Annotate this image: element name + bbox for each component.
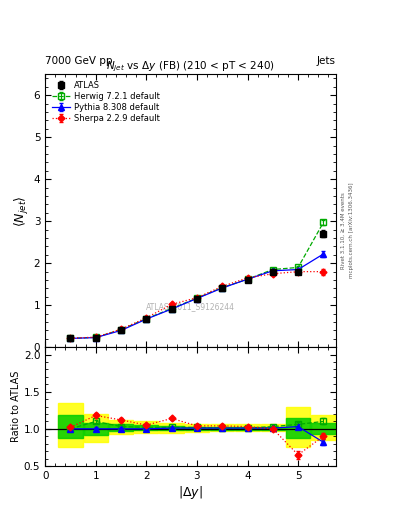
Legend: ATLAS, Herwig 7.2.1 default, Pythia 8.308 default, Sherpa 2.2.9 default: ATLAS, Herwig 7.2.1 default, Pythia 8.30… bbox=[50, 78, 162, 125]
Bar bbox=[185, 426, 209, 430]
Bar bbox=[235, 426, 260, 430]
Text: 7000 GeV pp: 7000 GeV pp bbox=[45, 55, 113, 66]
Bar bbox=[261, 424, 285, 431]
Bar bbox=[261, 426, 285, 430]
Bar bbox=[84, 423, 108, 435]
Bar bbox=[311, 415, 336, 440]
Bar bbox=[235, 424, 260, 431]
Bar bbox=[109, 420, 133, 434]
Bar bbox=[58, 415, 83, 438]
Bar bbox=[134, 421, 158, 433]
Bar bbox=[311, 423, 336, 434]
Bar bbox=[286, 407, 310, 447]
Bar bbox=[58, 403, 83, 447]
Bar bbox=[210, 424, 234, 431]
Bar bbox=[286, 418, 310, 438]
Text: mcplots.cern.ch [arXiv:1306.3436]: mcplots.cern.ch [arXiv:1306.3436] bbox=[349, 183, 354, 278]
Title: $N_{jet}$ vs $\Delta y$ (FB) (210 < pT < 240): $N_{jet}$ vs $\Delta y$ (FB) (210 < pT <… bbox=[106, 60, 275, 74]
Y-axis label: Ratio to ATLAS: Ratio to ATLAS bbox=[11, 371, 21, 442]
Text: Jets: Jets bbox=[317, 55, 336, 66]
Bar bbox=[210, 426, 234, 430]
X-axis label: $|\Delta y|$: $|\Delta y|$ bbox=[178, 483, 203, 501]
Text: Rivet 3.1.10, ≥ 3.4M events: Rivet 3.1.10, ≥ 3.4M events bbox=[341, 192, 346, 269]
Y-axis label: $\langle N_{jet}\rangle$: $\langle N_{jet}\rangle$ bbox=[13, 195, 31, 226]
Bar bbox=[84, 414, 108, 442]
Bar bbox=[160, 426, 184, 430]
Bar bbox=[134, 425, 158, 430]
Text: ATLAS_2011_S9126244: ATLAS_2011_S9126244 bbox=[146, 302, 235, 311]
Bar bbox=[109, 424, 133, 431]
Bar bbox=[185, 423, 209, 432]
Bar bbox=[160, 423, 184, 433]
